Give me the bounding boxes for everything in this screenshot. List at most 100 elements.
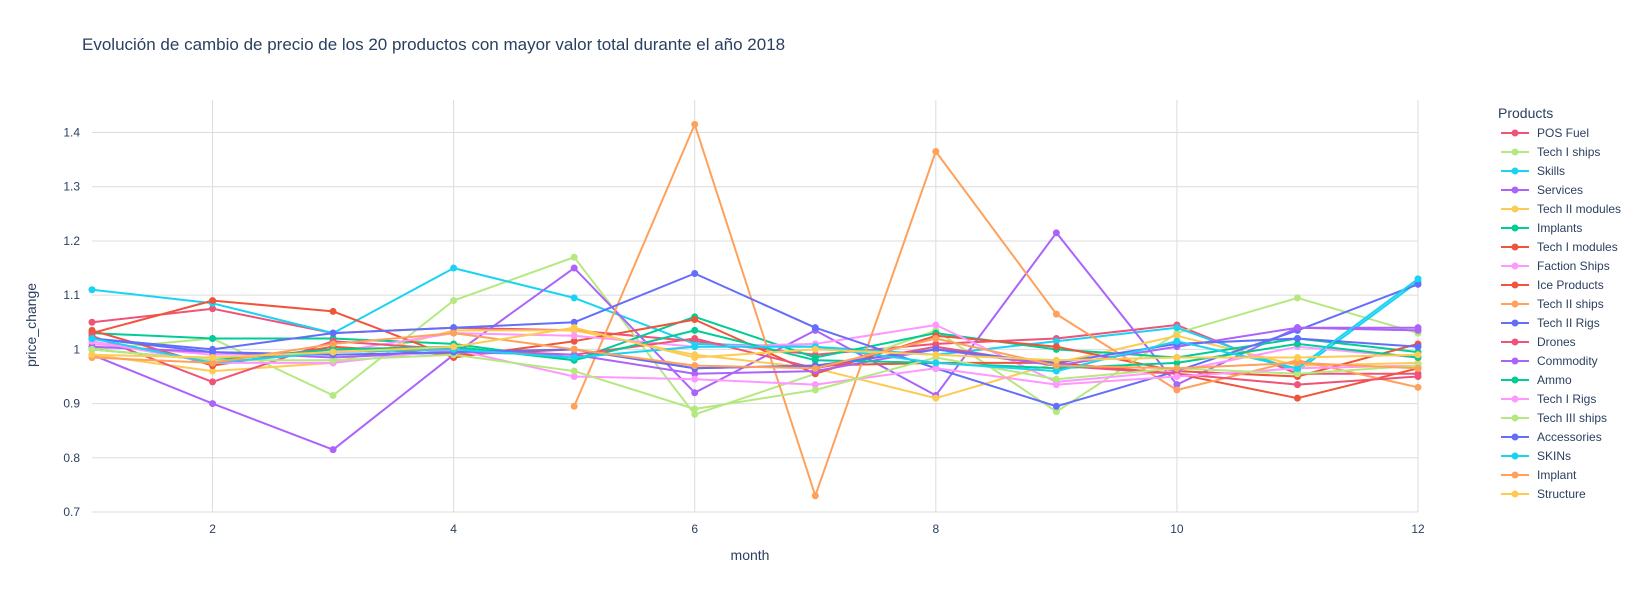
data-point[interactable] [1293,324,1301,332]
data-point[interactable] [932,364,940,372]
data-point[interactable] [1293,370,1301,378]
legend-item[interactable]: Implant [1501,468,1577,482]
data-point[interactable] [1293,381,1301,389]
data-point[interactable] [1052,408,1060,416]
data-point[interactable] [691,375,699,383]
data-point[interactable] [209,354,217,361]
legend-item[interactable]: Faction Ships [1501,259,1610,273]
legend-item[interactable]: Accessories [1501,430,1602,444]
data-point[interactable] [450,343,458,351]
data-point[interactable] [1173,324,1181,332]
data-point[interactable] [209,348,217,356]
data-point[interactable] [1414,324,1422,332]
legend-item[interactable]: Implants [1501,221,1582,235]
data-point[interactable] [329,348,337,356]
data-point[interactable] [932,394,940,402]
data-point[interactable] [329,391,337,399]
data-point[interactable] [1052,402,1060,410]
data-point[interactable] [691,410,699,418]
data-point[interactable] [329,446,337,454]
data-point[interactable] [932,351,940,359]
data-point[interactable] [88,326,96,334]
data-point[interactable] [1414,383,1422,391]
data-point[interactable] [1052,343,1060,351]
data-point[interactable] [932,359,940,367]
data-point[interactable] [1293,359,1301,367]
legend-item[interactable]: Tech I Rigs [1501,392,1596,406]
legend-item[interactable]: Skills [1501,164,1565,178]
data-point[interactable] [932,345,940,353]
legend-item[interactable]: Tech II Rigs [1501,316,1600,330]
data-point[interactable] [570,253,578,261]
data-point[interactable] [811,324,819,332]
legend-item[interactable]: Structure [1501,487,1586,501]
legend-item[interactable]: SKINs [1501,449,1571,463]
data-point[interactable] [691,269,699,277]
data-point[interactable] [209,378,217,386]
data-point[interactable] [1414,280,1422,288]
data-point[interactable] [932,335,940,343]
legend-item[interactable]: Tech II ships [1501,297,1604,311]
data-point[interactable] [691,389,699,397]
data-point[interactable] [1414,364,1422,372]
data-point[interactable] [450,329,458,337]
data-point[interactable] [1414,372,1422,380]
data-point[interactable] [570,318,578,326]
data-point[interactable] [691,120,699,128]
data-point[interactable] [1414,275,1422,283]
data-point[interactable] [450,264,458,272]
data-point[interactable] [1052,356,1060,364]
data-point[interactable] [1293,394,1301,402]
data-point[interactable] [691,354,699,361]
legend-item[interactable]: Services [1501,183,1583,197]
data-point[interactable] [811,386,819,394]
data-point[interactable] [1052,310,1060,318]
legend-item[interactable]: Tech I ships [1501,145,1600,159]
legend-item[interactable]: Commodity [1501,354,1598,368]
legend-item[interactable]: Tech II modules [1501,202,1621,216]
data-point[interactable] [88,335,96,343]
data-point[interactable] [329,356,337,364]
data-point[interactable] [691,316,699,324]
data-point[interactable] [811,356,819,364]
legend-item[interactable]: Tech I modules [1501,240,1618,254]
data-point[interactable] [1173,386,1181,394]
data-point[interactable] [209,400,217,408]
data-point[interactable] [932,321,940,329]
data-point[interactable] [1293,364,1301,372]
data-point[interactable] [570,367,578,375]
data-point[interactable] [1173,337,1181,345]
data-point[interactable] [450,297,458,305]
data-point[interactable] [1052,381,1060,389]
data-point[interactable] [570,402,578,410]
data-point[interactable] [1293,354,1301,361]
data-point[interactable] [570,337,578,345]
data-point[interactable] [88,351,96,359]
data-point[interactable] [570,264,578,272]
data-point[interactable] [88,286,96,294]
data-point[interactable] [691,326,699,334]
data-point[interactable] [1414,343,1422,351]
legend-item[interactable]: Tech III ships [1501,411,1607,425]
data-point[interactable] [329,307,337,315]
data-point[interactable] [811,381,819,389]
data-point[interactable] [88,318,96,326]
data-point[interactable] [450,324,458,332]
legend-item[interactable]: Ammo [1501,373,1572,387]
data-point[interactable] [209,305,217,313]
legend-item[interactable]: Drones [1501,335,1576,349]
data-point[interactable] [88,345,96,353]
data-point[interactable] [1173,381,1181,389]
data-point[interactable] [1293,335,1301,343]
data-point[interactable] [811,364,819,372]
data-point[interactable] [1052,229,1060,237]
data-point[interactable] [209,367,217,375]
data-point[interactable] [1052,337,1060,345]
legend-item[interactable]: Ice Products [1501,278,1604,292]
data-point[interactable] [570,372,578,380]
data-point[interactable] [1052,367,1060,375]
data-point[interactable] [329,340,337,348]
data-point[interactable] [811,492,819,500]
data-point[interactable] [1173,354,1181,361]
data-point[interactable] [691,362,699,370]
